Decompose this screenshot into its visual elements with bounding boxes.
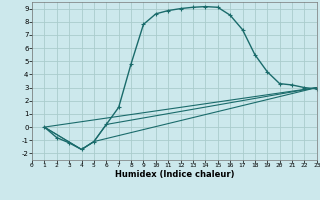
X-axis label: Humidex (Indice chaleur): Humidex (Indice chaleur) [115,170,234,179]
